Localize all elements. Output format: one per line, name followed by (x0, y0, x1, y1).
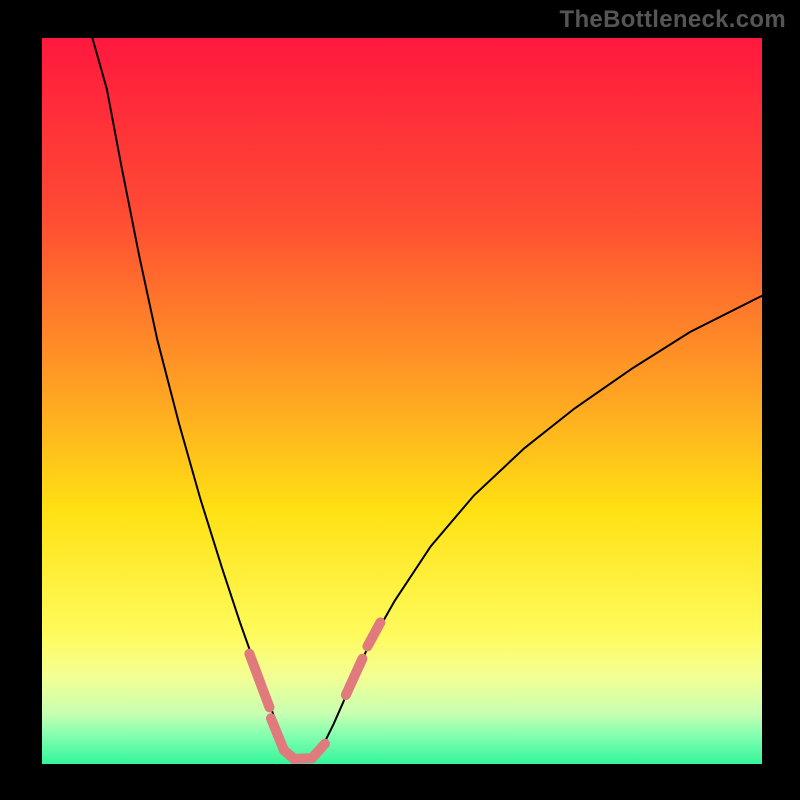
highlight-segment (346, 659, 363, 695)
curve-overlay (0, 0, 800, 800)
highlight-segment (367, 622, 380, 646)
chart-root: TheBottleneck.com (0, 0, 800, 800)
highlight-segment (271, 718, 325, 759)
highlight-segment (249, 654, 269, 708)
bottleneck-curve (92, 38, 762, 760)
highlight-group (249, 622, 380, 758)
